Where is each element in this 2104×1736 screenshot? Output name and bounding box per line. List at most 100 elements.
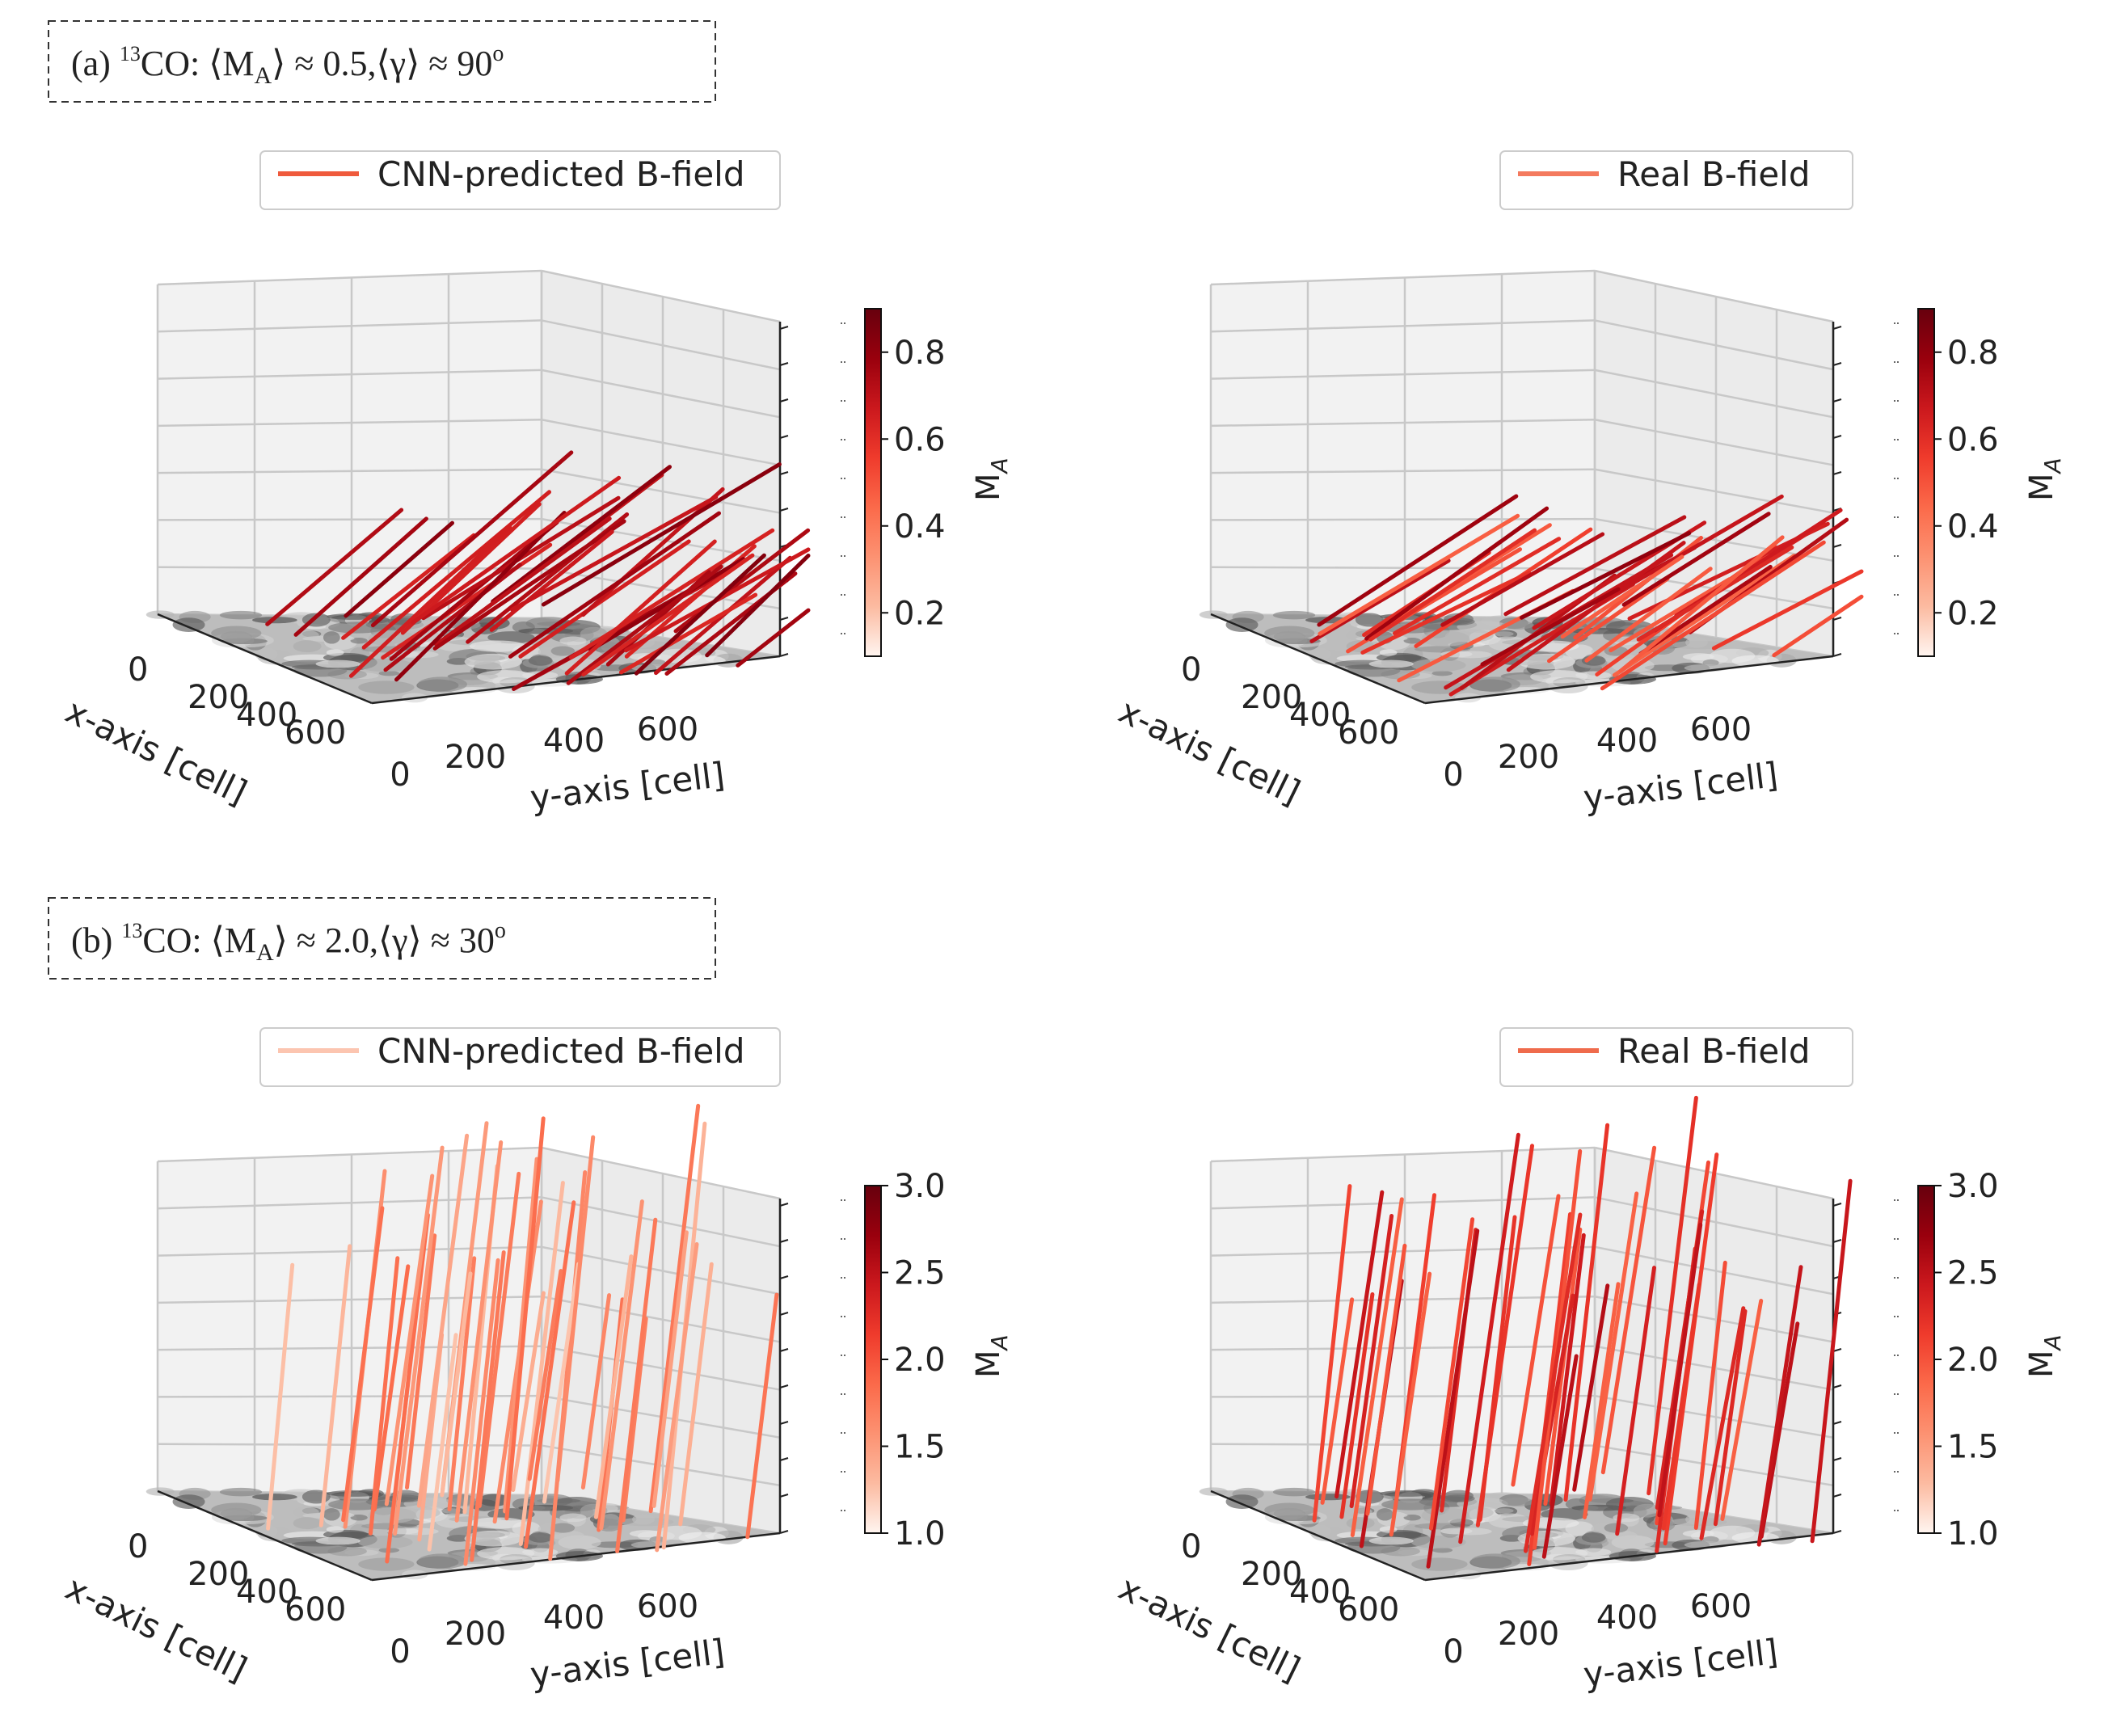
z-tick	[1832, 617, 1842, 621]
floor-patch	[172, 1494, 205, 1509]
grid-line	[1210, 468, 1596, 474]
field-line	[511, 1291, 546, 1492]
field-line	[518, 1181, 565, 1546]
floor-patch	[326, 649, 344, 656]
grid-line	[541, 468, 781, 514]
y-tick-label: 600	[637, 1588, 698, 1625]
field-line	[1756, 1265, 1803, 1547]
field-line	[1440, 532, 1605, 627]
field-line	[518, 539, 691, 659]
field-line	[588, 557, 746, 652]
colorbar-label-sub: A	[2039, 457, 2066, 474]
field-line	[341, 1206, 385, 1523]
floor-patch	[1411, 1557, 1468, 1571]
grid-line	[1210, 1296, 1596, 1304]
colorbar-label-main: M	[970, 473, 1007, 501]
colorbar-label: MA	[2023, 1334, 2066, 1378]
legend: Real B-field	[1499, 1027, 1853, 1087]
y-tick-label: 200	[445, 1616, 506, 1653]
z-tick	[1832, 1239, 1842, 1243]
panel-label: (b) 13CO: ⟨MA⟩ ≈ 2.0,⟨γ⟩ ≈ 30o	[48, 897, 716, 980]
x-axis-line	[157, 613, 373, 705]
floor-patch	[1379, 1526, 1398, 1533]
field-lines	[1312, 1095, 1853, 1569]
z-tick	[779, 471, 789, 475]
legend-label: Real B-field	[1617, 154, 1811, 194]
z-tick	[779, 1312, 789, 1316]
field-line	[1615, 1266, 1656, 1536]
floor-patch	[550, 1523, 576, 1533]
colorbar-tick-label: 1.0	[1947, 1515, 1999, 1553]
grid-line	[157, 319, 542, 333]
z-tick	[779, 326, 789, 330]
field-line	[1600, 1145, 1657, 1475]
field-line	[348, 525, 512, 678]
field-line	[383, 563, 522, 672]
z-tick	[779, 617, 789, 621]
field-line	[384, 1173, 435, 1506]
field-line	[463, 1258, 500, 1566]
floor-patch	[326, 1526, 344, 1533]
y-axis-line	[1424, 1532, 1834, 1582]
z-tick	[779, 508, 789, 512]
field-line	[266, 1262, 295, 1531]
floor-patch	[1494, 631, 1514, 637]
field-line	[504, 1116, 546, 1521]
grid-line	[1210, 517, 1596, 521]
z-tick	[1832, 1203, 1842, 1207]
floor-patch	[469, 640, 526, 652]
field-line	[655, 1242, 699, 1553]
legend-frame	[1499, 150, 1853, 210]
field-line	[1360, 571, 1532, 655]
legend: CNN-predicted B-field	[259, 150, 781, 210]
x-axis-line	[1210, 613, 1426, 705]
floor-patch	[172, 617, 205, 632]
axes-3d	[145, 1146, 789, 1582]
field-line	[1318, 513, 1520, 636]
y-tick-labels: 0 200 400 600	[390, 1588, 698, 1671]
field-line	[370, 450, 574, 628]
field-line	[1503, 515, 1687, 617]
field-line	[1541, 1354, 1579, 1559]
panel-label-part: A	[256, 939, 274, 966]
field-line	[416, 1133, 470, 1508]
grid-line	[541, 1345, 781, 1391]
floor-patch	[1403, 638, 1421, 644]
z-tick	[779, 1421, 789, 1425]
colorbar-label-main: M	[970, 1350, 1007, 1378]
grid-line	[157, 1296, 542, 1304]
floor-patch	[1273, 630, 1306, 643]
field-line	[293, 516, 428, 637]
colorbar-tick-label: 2.5	[1947, 1255, 1999, 1292]
field-line	[634, 553, 766, 676]
panel-label-text: (b) 13CO: ⟨MA⟩ ≈ 2.0,⟨γ⟩ ≈ 30o	[71, 918, 506, 966]
colorbar-tick-label: 0.2	[894, 595, 946, 632]
floor-patch	[323, 631, 340, 644]
floor-patch	[477, 670, 535, 684]
field-line	[1810, 1178, 1853, 1544]
colorbar-tick-label: 2.5	[894, 1255, 946, 1292]
floor-patch	[293, 1517, 322, 1530]
colorbar-ramp	[864, 1185, 882, 1534]
floor-patch	[1380, 1490, 1435, 1497]
field-line	[599, 1199, 644, 1531]
grid-line	[541, 319, 781, 371]
x-tick-label: 600	[1338, 1591, 1399, 1629]
colorbar: 0.2 0.4 0.6 0.8 MA	[1894, 308, 2066, 657]
floor-patch	[1684, 637, 1708, 648]
field-line	[411, 475, 622, 625]
floor-patch	[464, 1530, 523, 1547]
panel-label-part: (b)	[71, 921, 121, 960]
z-tick	[1832, 1494, 1842, 1498]
field-line	[394, 511, 567, 682]
z-tick	[779, 1457, 789, 1461]
panel-label-part: 13	[121, 919, 142, 942]
floor-patch	[1440, 1494, 1475, 1502]
field-line	[1596, 494, 1784, 606]
y-axis-line	[371, 1532, 781, 1582]
z-tick	[779, 1203, 789, 1207]
field-line	[1647, 1095, 1698, 1496]
